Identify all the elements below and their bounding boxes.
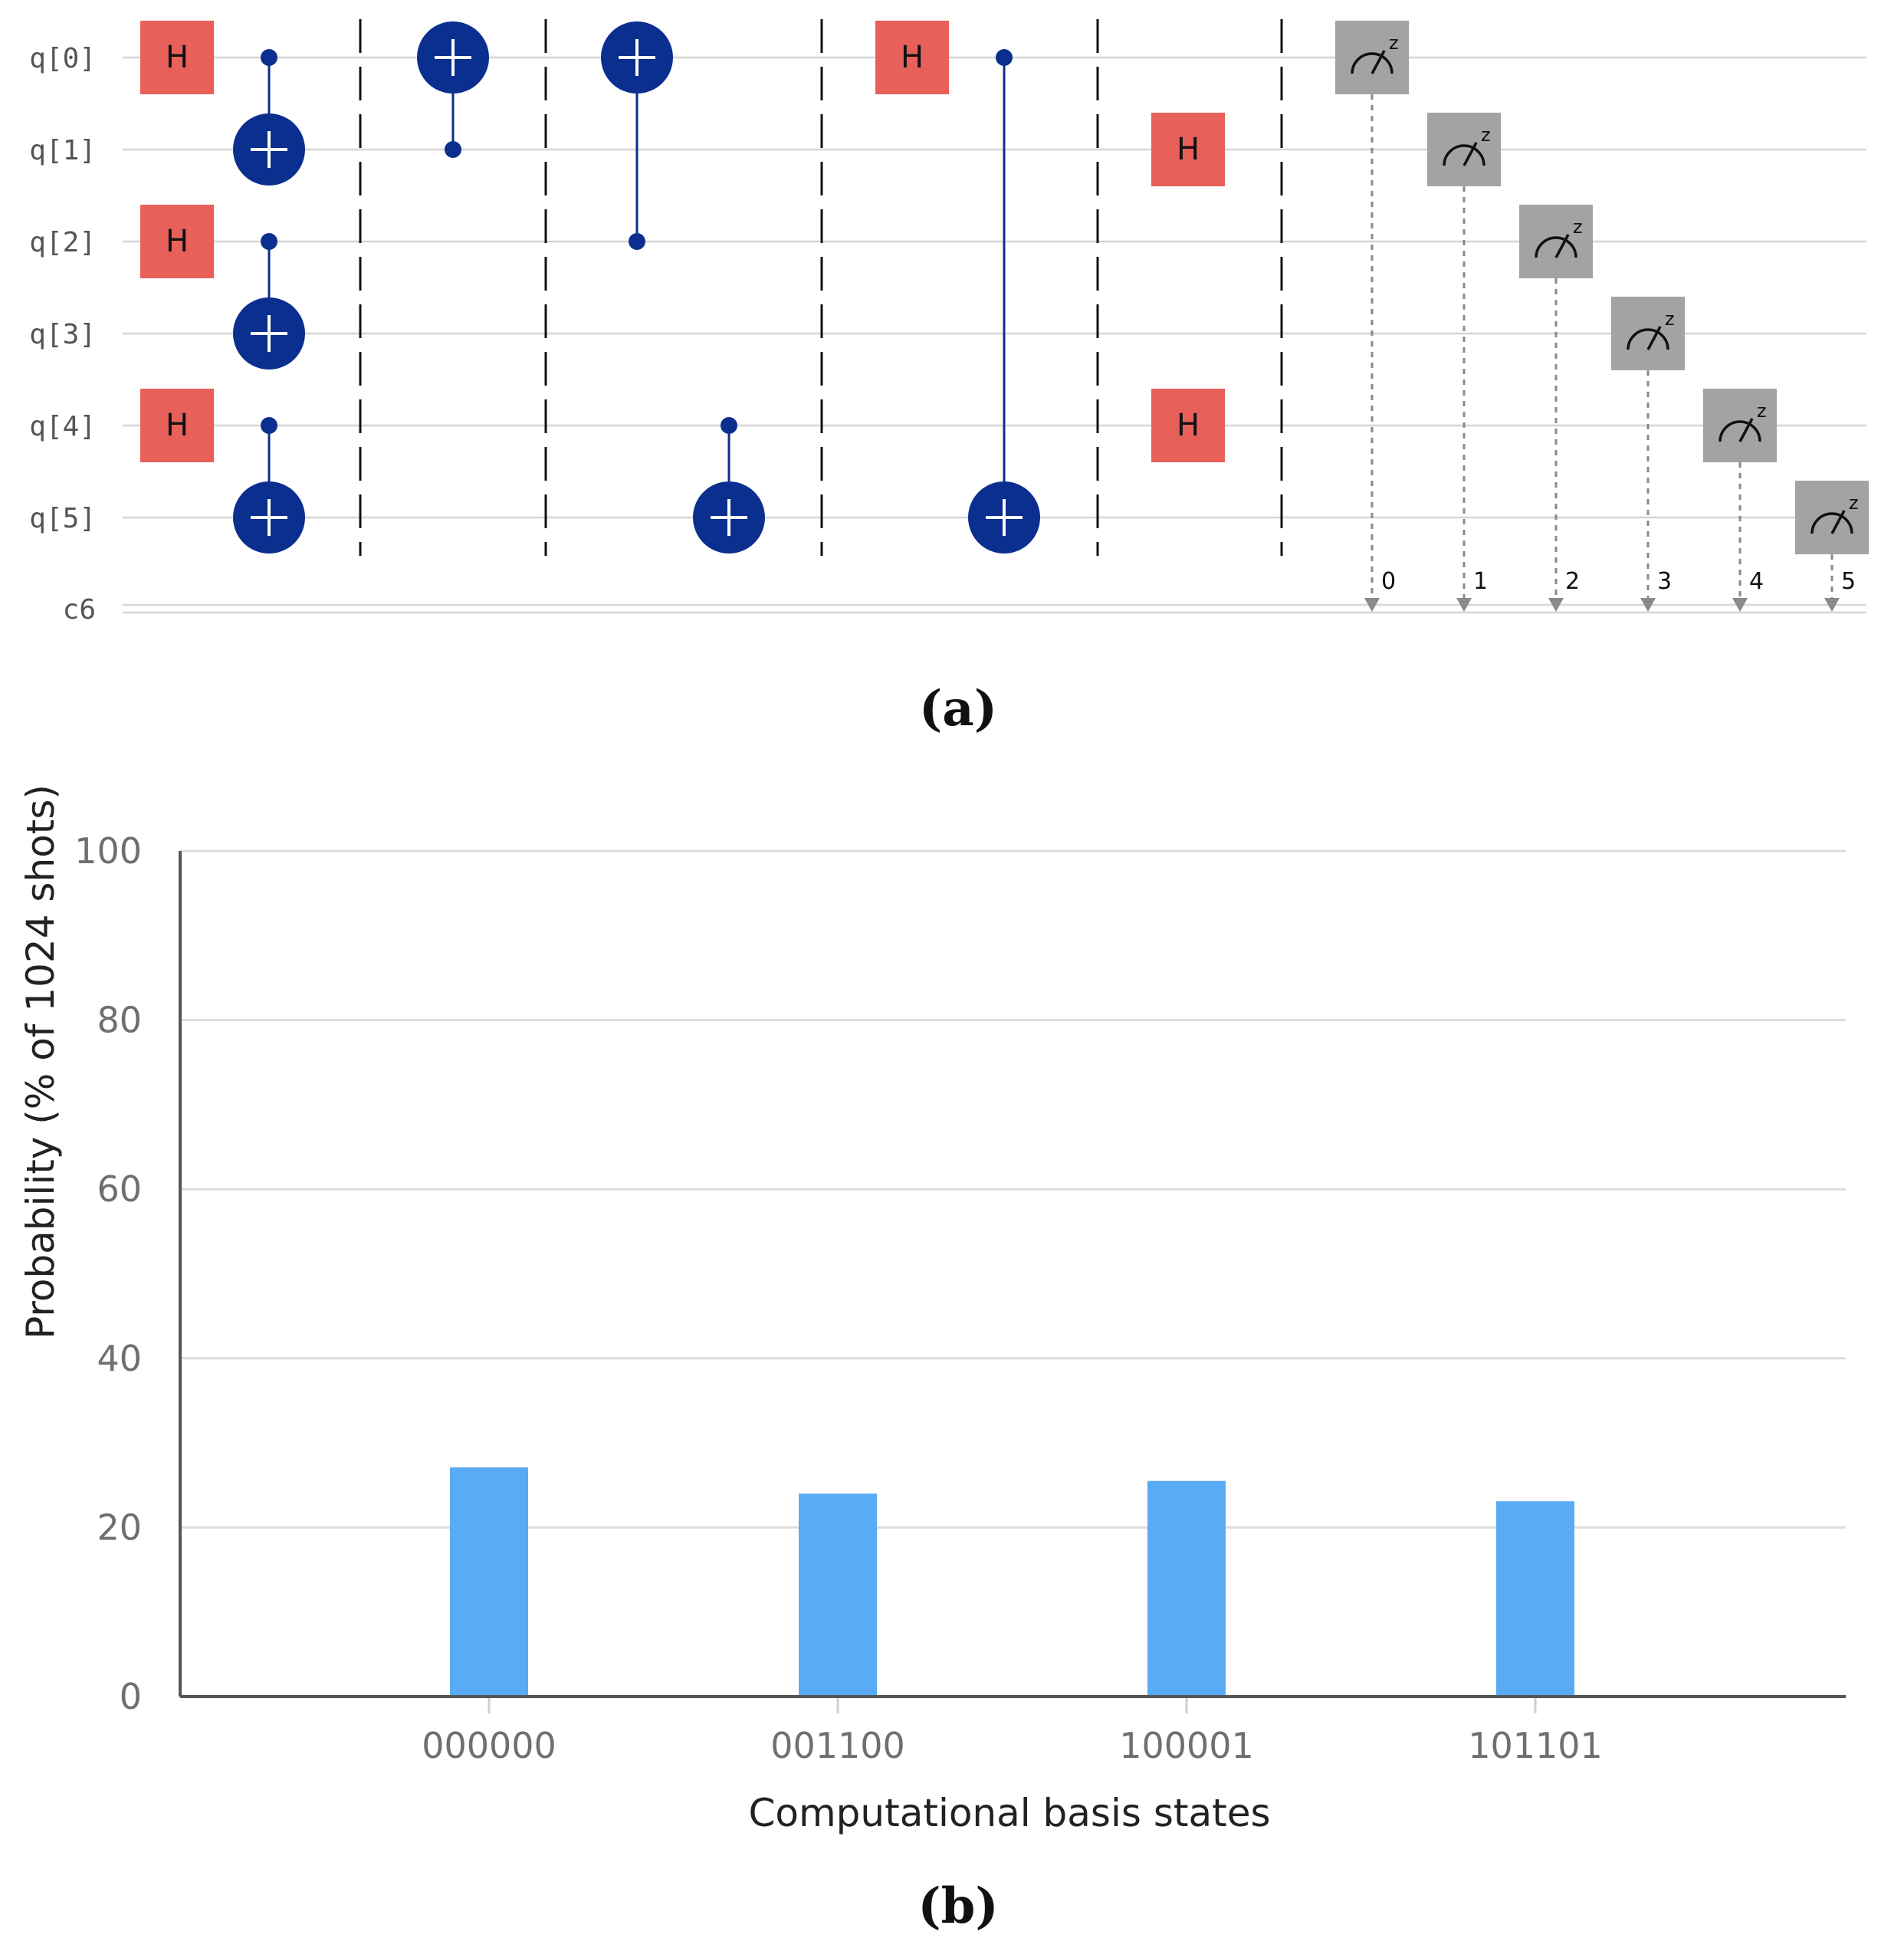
cnot-q0-q1 [233,49,305,186]
y-tick-label-40: 40 [97,1338,142,1379]
meter-icon [1535,236,1577,258]
y-tick-label-100: 100 [74,830,142,872]
bar-100001 [1147,1480,1226,1697]
cnot-q0-q5 [968,49,1040,554]
meter-icon [1351,52,1394,74]
bar-001100 [799,1493,877,1697]
bar-101101 [1496,1501,1574,1697]
measurement-gates: z z z z [1335,21,1869,554]
cnot-q2-q3 [233,233,305,370]
control-dot [261,417,277,434]
meter-icon [1810,512,1853,534]
svg-text:H: H [166,40,189,75]
svg-text:H: H [1177,408,1200,443]
svg-text:z: z [1573,216,1583,238]
qubit-label-0: q[0] [29,43,96,74]
x-tick-label-000000: 000000 [422,1725,556,1766]
y-tick-label-0: 0 [120,1676,142,1717]
qubit-label-2: q[2] [29,227,96,258]
measure-gate-q1: z [1427,113,1501,186]
x-axis-label: Computational basis states [748,1791,1270,1835]
cnot-gates [233,21,1040,554]
probability-chart-panel: 0 20 40 60 80 100 000000 001100 100001 101101 Co… [18,784,1846,1935]
measure-gate-q3: z [1611,297,1685,370]
register-labels: q[0] q[1] q[2] q[3] q[4] q[5] c6 [29,43,96,626]
h-gate-q0-second: H [875,21,949,94]
cnot-q1-q0 [417,21,489,158]
measure-arrowheads [1364,598,1840,612]
y-tick-label-60: 60 [97,1168,142,1210]
chart-gridlines [180,849,1846,1529]
measure-gate-q4: z [1703,389,1777,462]
qubit-label-4: q[4] [29,411,96,442]
qubit-wires [123,56,1866,519]
measure-gate-q0: z [1335,21,1409,94]
quantum-circuit-panel: q[0] q[1] q[2] q[3] q[4] q[5] c6 H H [29,19,1869,738]
h-gate-q2: H [140,205,214,278]
svg-text:z: z [1389,32,1399,54]
qubit-label-3: q[3] [29,319,96,350]
barriers [359,19,1283,556]
h-gate-q0: H [140,21,214,94]
cnot-q4-q5 [233,417,305,554]
x-tick-labels: 000000 001100 100001 101101 [422,1697,1603,1766]
bit-label-1: 1 [1473,568,1488,595]
meter-icon [1627,328,1669,350]
classical-wire [123,603,1866,614]
svg-text:z: z [1757,400,1767,422]
bit-label-4: 4 [1749,568,1764,595]
meter-icon [1719,420,1761,442]
x-tick-label-100001: 100001 [1119,1725,1254,1766]
h-gate-q1: H [1151,113,1225,186]
h-gate-q4: H [140,389,214,462]
bit-label-0: 0 [1381,568,1396,595]
classical-bit-labels: 0 1 2 3 4 5 [1381,568,1856,595]
measure-connectors [1371,94,1833,598]
bit-label-3: 3 [1657,568,1672,595]
classical-register-label: c6 [63,594,96,626]
y-tick-label-20: 20 [97,1506,142,1548]
measure-gate-q2: z [1519,205,1593,278]
y-tick-label-80: 80 [97,1000,142,1041]
bit-label-2: 2 [1565,568,1580,595]
panel-b-caption: (b) [918,1878,998,1935]
control-dot [261,49,277,66]
control-dot [629,233,645,250]
svg-text:z: z [1849,492,1859,514]
x-tick-label-101101: 101101 [1468,1725,1603,1766]
hadamard-gates: H H H H H H [140,21,1225,462]
cnot-q2-q0 [601,21,673,250]
h-gate-q4-second: H [1151,389,1225,462]
qubit-label-5: q[5] [29,503,96,534]
cnot-q4-q5-second [693,417,765,554]
chart-axes [179,851,1846,1698]
bit-label-5: 5 [1841,568,1856,595]
svg-text:H: H [166,408,189,443]
panel-a-caption: (a) [919,680,997,738]
y-tick-labels: 0 20 40 60 80 100 [74,830,142,1717]
y-axis-label: Probability (% of 1024 shots) [18,784,63,1339]
control-dot [721,417,737,434]
control-dot [261,233,277,250]
svg-text:H: H [166,224,189,259]
bar-000000 [450,1467,528,1697]
x-tick-label-001100: 001100 [770,1725,905,1766]
meter-icon [1443,144,1485,166]
svg-text:z: z [1481,124,1491,146]
svg-text:H: H [1177,132,1200,167]
measure-gate-q5: z [1795,481,1869,554]
qubit-label-1: q[1] [29,135,96,166]
control-dot [445,141,461,158]
chart-bars [450,1467,1574,1697]
svg-text:z: z [1665,308,1675,330]
control-dot [996,49,1013,66]
svg-text:H: H [901,40,924,75]
